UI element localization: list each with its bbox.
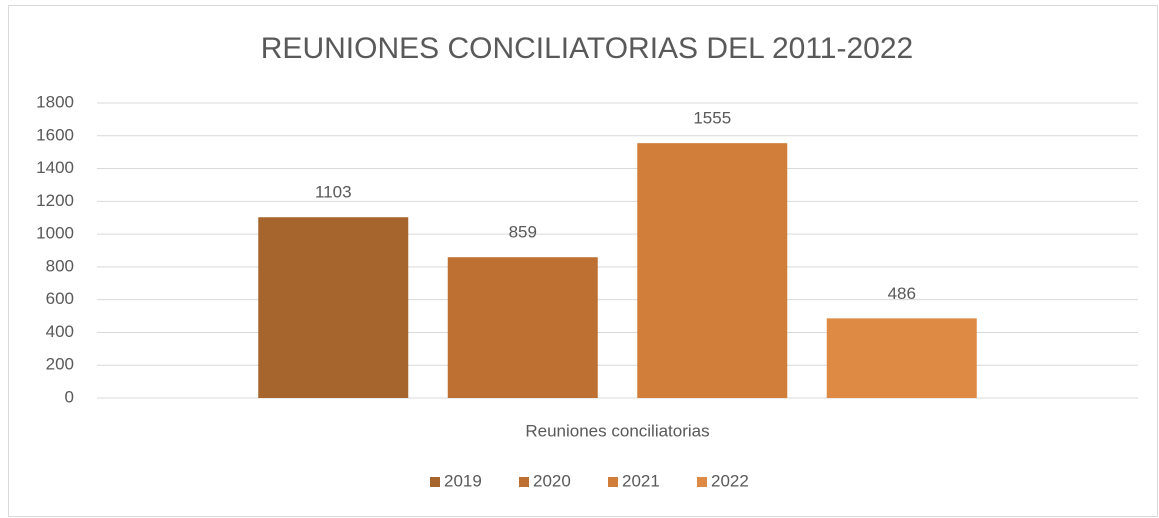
legend-swatch <box>519 477 529 487</box>
bar <box>637 143 788 398</box>
x-tick-label: Reuniones conciliatorias <box>525 421 709 440</box>
data-label: 859 <box>509 223 537 242</box>
y-tick-label: 200 <box>46 355 74 374</box>
data-label: 1103 <box>315 183 352 202</box>
y-tick-label: 600 <box>46 289 74 308</box>
y-tick-label: 1000 <box>36 224 74 243</box>
y-tick-label: 1800 <box>36 92 74 111</box>
legend-label: 2022 <box>711 471 749 490</box>
y-tick-label: 1600 <box>36 125 74 144</box>
bar <box>447 257 598 398</box>
legend-label: 2020 <box>533 471 571 490</box>
legend-swatch <box>608 477 618 487</box>
legend-label: 2019 <box>444 471 482 490</box>
y-tick-label: 1200 <box>36 191 74 210</box>
bar <box>258 217 409 398</box>
legend-label: 2021 <box>622 471 660 490</box>
legend-swatch <box>697 477 707 487</box>
y-tick-label: 800 <box>46 256 74 275</box>
y-tick-label: 400 <box>46 322 74 341</box>
data-label: 486 <box>888 284 916 303</box>
chart-title: REUNIONES CONCILIATORIAS DEL 2011-2022 <box>261 32 913 65</box>
bar <box>826 318 977 398</box>
y-tick-label: 0 <box>65 387 74 406</box>
data-label: 1555 <box>693 109 731 128</box>
y-tick-label: 1400 <box>36 158 74 177</box>
legend-swatch <box>430 477 440 487</box>
